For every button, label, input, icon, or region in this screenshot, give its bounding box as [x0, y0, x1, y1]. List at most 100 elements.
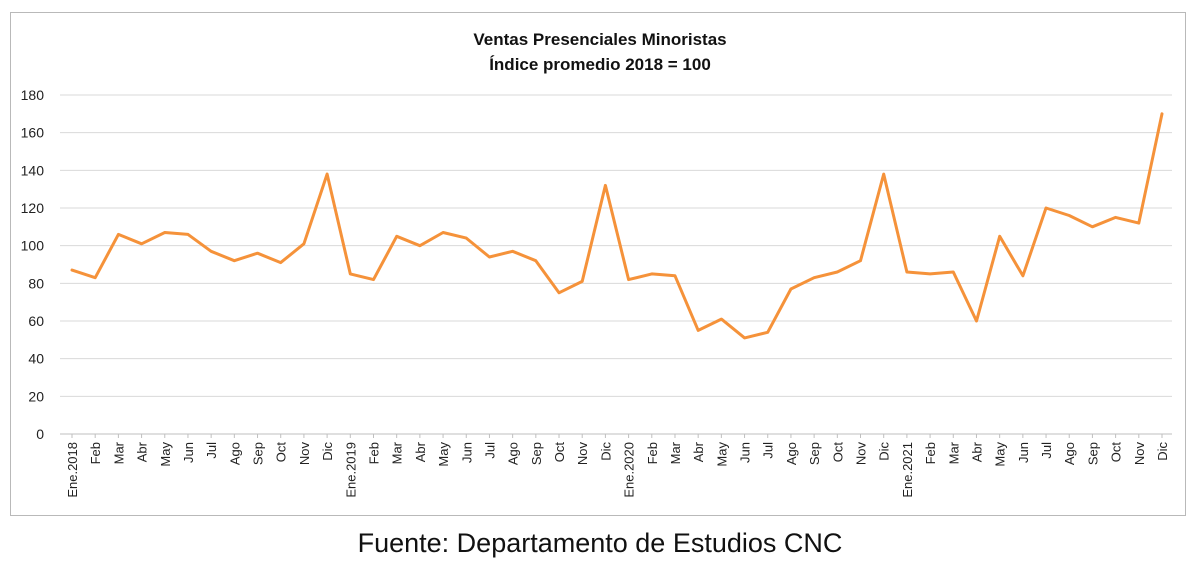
chart-subtitle: Índice promedio 2018 = 100: [489, 55, 711, 74]
data-point: [905, 270, 909, 274]
data-point: [93, 276, 97, 279]
data-point: [859, 259, 862, 262]
x-tick-label: Sep: [529, 442, 544, 465]
data-point: [488, 255, 491, 259]
data-point: [743, 336, 746, 340]
series-line: [70, 112, 1164, 340]
chart-title: Ventas Presenciales Minoristas: [473, 30, 727, 49]
x-tick-label: Mar: [668, 441, 683, 464]
x-tick-label: Feb: [366, 442, 381, 464]
data-point: [209, 250, 213, 253]
data-point: [302, 242, 306, 245]
data-point: [581, 280, 584, 283]
chart-frame: [10, 12, 1186, 516]
data-point: [1160, 112, 1164, 116]
x-tick-label: Dic: [877, 442, 892, 461]
x-tick-label: Abr: [413, 441, 428, 462]
data-point: [1021, 274, 1025, 277]
x-tick-label: Oct: [274, 442, 289, 463]
data-point: [395, 235, 398, 238]
data-point: [789, 287, 793, 291]
data-point: [1044, 206, 1048, 210]
y-tick-label: 180: [21, 87, 45, 103]
data-point: [117, 233, 120, 236]
x-tick-label: Ene.2021: [900, 442, 915, 498]
data-point: [372, 278, 375, 281]
x-tick-label: Jun: [181, 442, 196, 463]
x-tick-label: Ene.2020: [622, 442, 637, 498]
data-point: [998, 235, 1001, 238]
x-tick-label: Oct: [1109, 442, 1124, 463]
x-tick-label: Abr: [969, 441, 984, 462]
y-tick-label: 20: [28, 388, 44, 404]
x-tick-label: Mar: [946, 441, 961, 464]
data-point: [349, 272, 352, 276]
data-point: [696, 329, 700, 332]
data-point: [70, 268, 74, 272]
x-tick-label: May: [436, 442, 451, 467]
x-tick-label: Abr: [135, 441, 150, 462]
y-tick-label: 60: [28, 313, 44, 329]
data-point: [1114, 216, 1117, 219]
data-point: [928, 272, 932, 276]
y-tick-label: 40: [28, 351, 44, 367]
source-note: Fuente: Departamento de Estudios CNC: [357, 528, 843, 558]
x-tick-label: Mar: [390, 441, 405, 464]
data-point: [836, 270, 839, 274]
x-tick-label: Ago: [506, 442, 521, 465]
data-point: [557, 291, 561, 294]
x-tick-label: Oct: [830, 442, 845, 463]
x-tick-label: Ago: [784, 442, 799, 465]
x-tick-label: Dic: [320, 442, 335, 461]
x-tick-label: May: [158, 442, 173, 467]
x-tick-label: Oct: [552, 442, 567, 463]
x-tick-label: Ago: [1062, 442, 1077, 465]
data-point: [1091, 225, 1094, 229]
x-tick-label: Ago: [227, 442, 242, 465]
x-tick-label: Dic: [598, 442, 613, 461]
data-point: [975, 319, 978, 323]
x-tick-label: Feb: [923, 442, 938, 464]
line-chart: 0 20 40 60 80 100 120 140 160 180 Ene.2018 Feb Mar Ab…: [21, 87, 1172, 498]
x-tick-label: Jul: [1039, 442, 1054, 459]
x-tick-label: Nov: [854, 442, 869, 466]
y-tick-label: 160: [21, 125, 45, 141]
y-tick-label: 0: [36, 426, 44, 442]
x-tick-label: Mar: [111, 441, 126, 464]
x-tick-label: Dic: [1155, 442, 1170, 461]
data-point: [952, 270, 955, 274]
data-point: [140, 242, 143, 245]
x-tick-label: May: [993, 442, 1008, 467]
data-point: [882, 172, 885, 176]
data-point: [256, 252, 259, 255]
data-point: [650, 272, 653, 276]
y-tick-label: 140: [21, 162, 45, 178]
data-point: [812, 276, 816, 279]
data-point: [441, 231, 445, 234]
data-point: [325, 172, 329, 176]
x-tick-label: Abr: [691, 441, 706, 462]
x-tick-label: May: [714, 442, 729, 467]
data-point: [627, 278, 630, 281]
data-point: [604, 184, 607, 187]
data-point: [418, 244, 422, 247]
x-tick-label: Sep: [251, 442, 266, 465]
data-point: [720, 317, 723, 321]
x-tick-label: Feb: [645, 442, 660, 464]
x-tick-label: Sep: [807, 442, 822, 465]
data-point: [1137, 221, 1141, 225]
y-tick-label: 120: [21, 200, 45, 216]
data-point: [233, 259, 236, 262]
y-tick-label: 100: [21, 238, 45, 254]
x-tick-label: Jun: [1016, 442, 1031, 463]
x-tick-label: Nov: [297, 442, 312, 466]
x-tick-label: Nov: [1132, 442, 1147, 466]
x-tick-label: Jul: [204, 442, 219, 459]
data-point: [1068, 214, 1071, 217]
data-point: [511, 250, 514, 253]
x-tick-label: Jul: [761, 442, 776, 459]
data-point: [673, 274, 677, 277]
x-tick-label: Jun: [738, 442, 753, 463]
data-point: [534, 259, 538, 262]
data-point: [163, 231, 166, 234]
